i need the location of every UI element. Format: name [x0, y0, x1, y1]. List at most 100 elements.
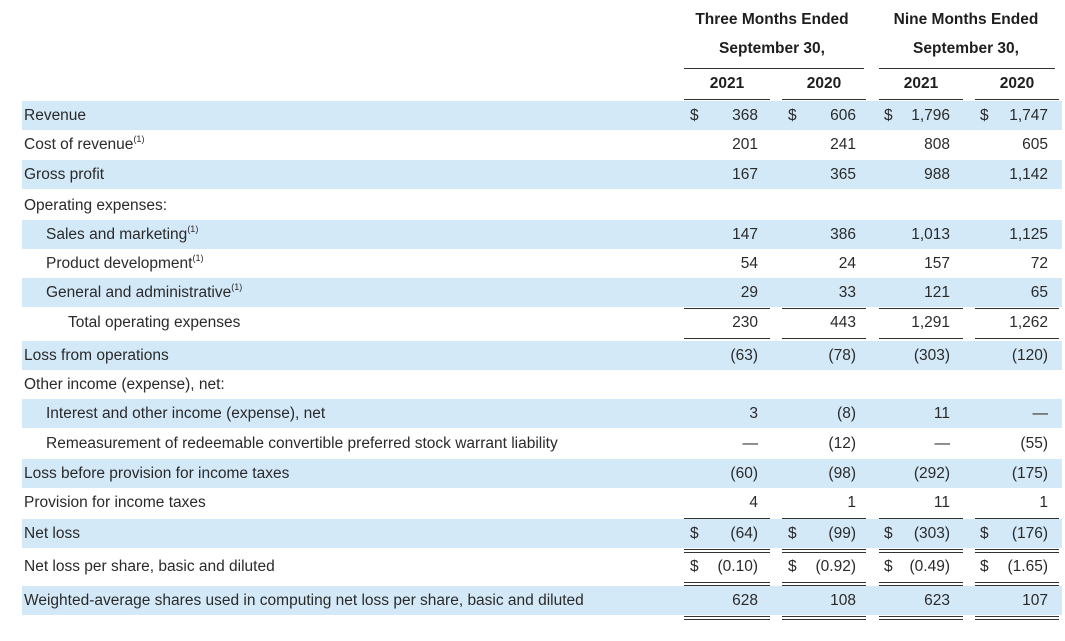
- row-label-text: General and administrative: [46, 284, 232, 301]
- value-cell: 167: [732, 166, 758, 183]
- value-cell: 605: [1022, 136, 1048, 153]
- currency-symbol: $: [690, 107, 699, 124]
- header-nine-months-line2: September 30,: [913, 40, 1019, 57]
- value-cell: —: [742, 435, 759, 452]
- value-cell: 1: [847, 494, 856, 511]
- value-cell: 1,125: [1009, 226, 1048, 243]
- double-underline: [782, 549, 866, 553]
- subtotal-underline: [684, 518, 770, 519]
- row-label: Operating expenses:: [24, 191, 167, 220]
- currency-symbol: $: [884, 525, 893, 542]
- row-label: Loss before provision for income taxes: [24, 459, 289, 488]
- value-cell: 3: [749, 405, 758, 422]
- subtotal-underline: [782, 518, 866, 519]
- value-cell: 65: [1030, 284, 1048, 301]
- value-cell: 628: [732, 592, 758, 609]
- double-underline: [879, 549, 963, 553]
- value-cell: 230: [732, 314, 758, 331]
- value-cell: 1: [1039, 494, 1048, 511]
- table-row: Loss from operations (63) (78) (303) (120): [22, 341, 1062, 370]
- value-cell: —: [934, 435, 951, 452]
- table-row: Operating expenses:: [22, 191, 1062, 220]
- currency-symbol: $: [884, 558, 893, 575]
- value-cell: (120): [1011, 347, 1048, 364]
- year-header-nm-2020: 2020: [999, 75, 1035, 92]
- row-label-text: Gross profit: [24, 166, 105, 183]
- row-label: Other income (expense), net:: [24, 370, 225, 399]
- value-cell: 1,262: [1009, 314, 1048, 331]
- value-cell: (60): [730, 465, 758, 482]
- subtotal-underline: [782, 308, 866, 309]
- table-row: Gross profit 167 365 988 1,142: [22, 160, 1062, 189]
- value-cell: (0.10): [717, 558, 759, 575]
- double-underline: [975, 616, 1059, 620]
- row-label-text: Revenue: [24, 107, 87, 124]
- currency-symbol: $: [788, 558, 797, 575]
- row-label: Weighted-average shares used in computin…: [24, 586, 584, 615]
- row-label-text: Other income (expense), net:: [24, 376, 225, 393]
- value-cell: 147: [732, 226, 758, 243]
- subtotal-underline: [879, 338, 963, 339]
- footnote-marker: (1): [192, 253, 204, 263]
- footnote-marker: (1): [231, 282, 243, 292]
- value-cell: 54: [740, 255, 758, 272]
- value-cell: (292): [913, 465, 950, 482]
- row-label-text: Net loss: [24, 525, 80, 542]
- value-cell: (55): [1020, 435, 1048, 452]
- value-cell: (63): [730, 347, 758, 364]
- table-row: Loss before provision for income taxes (6…: [22, 459, 1062, 488]
- value-cell: 241: [830, 136, 856, 153]
- row-label-text: Remeasurement of redeemable convertible …: [46, 435, 558, 452]
- row-label: Gross profit: [24, 160, 104, 189]
- row-label: Interest and other income (expense), net: [46, 399, 325, 428]
- table-row: Net loss $ (64) $ (99) $ (303) $ (176): [22, 519, 1062, 548]
- value-cell: (0.49): [909, 558, 951, 575]
- table-row: Provision for income taxes 4 1 11 1: [22, 488, 1062, 517]
- value-cell: 4: [749, 494, 758, 511]
- value-cell: 988: [924, 166, 950, 183]
- double-underline: [684, 582, 770, 586]
- value-cell: 808: [924, 136, 950, 153]
- table-row: Revenue $368 $606 $1,796 $1,747: [22, 101, 1062, 130]
- value-cell: 443: [830, 314, 856, 331]
- value-cell: 1,747: [1009, 107, 1048, 124]
- value-cell: (99): [828, 525, 856, 542]
- row-label: General and administrative(1): [46, 278, 242, 307]
- row-label: Remeasurement of redeemable convertible …: [46, 429, 558, 458]
- subtotal-underline: [879, 308, 963, 309]
- row-label-text: Provision for income taxes: [24, 494, 206, 511]
- value-cell: 157: [924, 255, 950, 272]
- double-underline: [782, 582, 866, 586]
- value-cell: 368: [732, 107, 758, 124]
- year-rule-q-2021: [684, 99, 770, 100]
- value-cell: (303): [913, 347, 950, 364]
- double-underline: [975, 549, 1059, 553]
- row-label-text: Sales and marketing: [46, 226, 188, 243]
- subtotal-underline: [975, 308, 1059, 309]
- value-cell: (78): [828, 347, 856, 364]
- row-label: Provision for income taxes: [24, 488, 206, 517]
- year-header-q-2021: 2021: [709, 75, 745, 92]
- currency-symbol: $: [980, 558, 989, 575]
- value-cell: 29: [740, 284, 758, 301]
- row-label-text: Total operating expenses: [68, 314, 241, 331]
- double-underline: [879, 616, 963, 620]
- value-cell: (176): [1011, 525, 1048, 542]
- header-nine-months-line1: Nine Months Ended: [893, 11, 1039, 28]
- row-label: Sales and marketing(1): [46, 220, 198, 249]
- value-cell: 72: [1030, 255, 1048, 272]
- table-row: Cost of revenue(1) 201 241 808 605: [22, 130, 1062, 159]
- header-rule-nine-months: [879, 68, 1055, 69]
- header-three-months-line1: Three Months Ended: [695, 11, 849, 28]
- subtotal-underline: [684, 308, 770, 309]
- value-cell: 1,142: [1009, 166, 1048, 183]
- value-cell: (12): [828, 435, 856, 452]
- subtotal-underline: [975, 518, 1059, 519]
- value-cell: 33: [838, 284, 856, 301]
- value-cell: 201: [732, 136, 758, 153]
- row-label: Net loss: [24, 519, 80, 548]
- row-label-text: Loss from operations: [24, 347, 169, 364]
- value-cell: 121: [924, 284, 950, 301]
- row-label: Loss from operations: [24, 341, 169, 370]
- value-cell: 1,291: [911, 314, 950, 331]
